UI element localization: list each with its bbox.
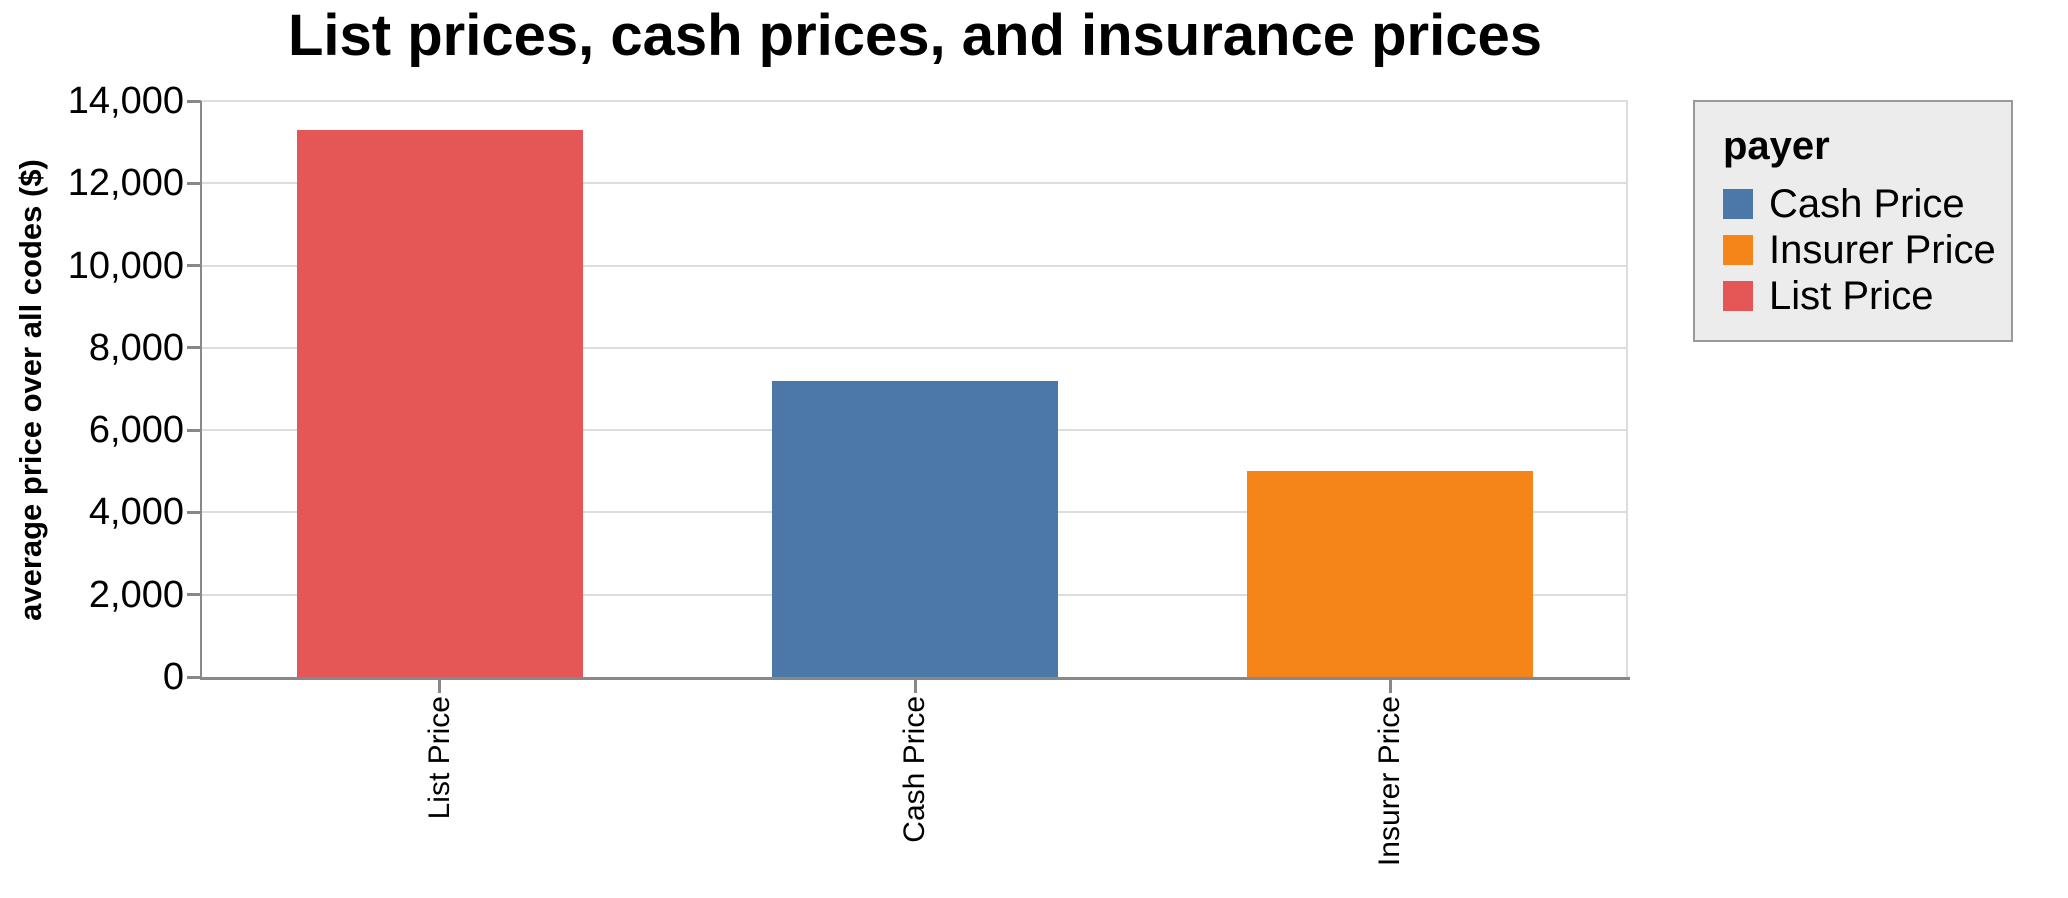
legend: payer Cash Price Insurer Price List Price xyxy=(1693,100,2013,342)
legend-item-insurer-price: Insurer Price xyxy=(1723,227,2011,273)
legend-label: List Price xyxy=(1769,273,1934,318)
x-axis-tick xyxy=(1388,680,1392,693)
y-axis-tick xyxy=(187,593,201,597)
y-axis-tick xyxy=(187,428,201,432)
x-axis-line xyxy=(200,677,1630,680)
plot-right-border xyxy=(1626,101,1628,677)
gridline-14000 xyxy=(202,100,1628,102)
legend-label: Cash Price xyxy=(1769,181,1965,226)
legend-label: Insurer Price xyxy=(1769,227,1996,272)
gridline-10000 xyxy=(202,264,1628,267)
legend-item-list-price: List Price xyxy=(1723,273,2011,319)
y-axis-tick xyxy=(187,181,201,185)
y-tick-label: 12,000 xyxy=(67,162,184,205)
legend-items: Cash Price Insurer Price List Price xyxy=(1723,181,2011,319)
x-tick-label-insurer-price: Insurer Price xyxy=(1373,696,1407,867)
y-axis-tick xyxy=(187,346,201,350)
x-tick-label-list-price: List Price xyxy=(422,696,456,820)
y-tick-label: 2,000 xyxy=(88,573,184,616)
legend-item-cash-price: Cash Price xyxy=(1723,181,2011,227)
y-axis-tick xyxy=(187,99,201,103)
y-axis-title: average price over all codes ($) xyxy=(13,159,48,621)
legend-swatch-cash-price xyxy=(1723,189,1753,219)
bar-list-price xyxy=(296,129,583,677)
legend-swatch-list-price xyxy=(1723,281,1753,311)
y-tick-label: 6,000 xyxy=(88,409,184,452)
y-axis-tick xyxy=(187,264,201,268)
bar-insurer-price xyxy=(1247,471,1534,677)
plot-area xyxy=(202,100,1628,677)
y-axis-line xyxy=(200,101,202,677)
y-tick-label: 14,000 xyxy=(67,80,184,122)
x-axis-tick xyxy=(438,680,442,693)
gridline-12000 xyxy=(202,182,1628,185)
x-axis-tick xyxy=(913,680,917,693)
y-tick-label: 4,000 xyxy=(88,491,184,534)
y-axis-tick xyxy=(187,675,201,679)
y-tick-label: 10,000 xyxy=(67,244,184,287)
bar-cash-price xyxy=(772,380,1058,677)
y-tick-label: 0 xyxy=(162,656,184,698)
chart-title: List prices, cash prices, and insurance … xyxy=(288,3,1542,68)
gridline-8000 xyxy=(202,346,1628,349)
legend-title: payer xyxy=(1723,124,1830,168)
legend-swatch-insurer-price xyxy=(1723,235,1753,265)
y-tick-label: 8,000 xyxy=(88,326,184,369)
x-tick-label-cash-price: Cash Price xyxy=(898,696,931,843)
y-axis-tick xyxy=(187,510,201,514)
